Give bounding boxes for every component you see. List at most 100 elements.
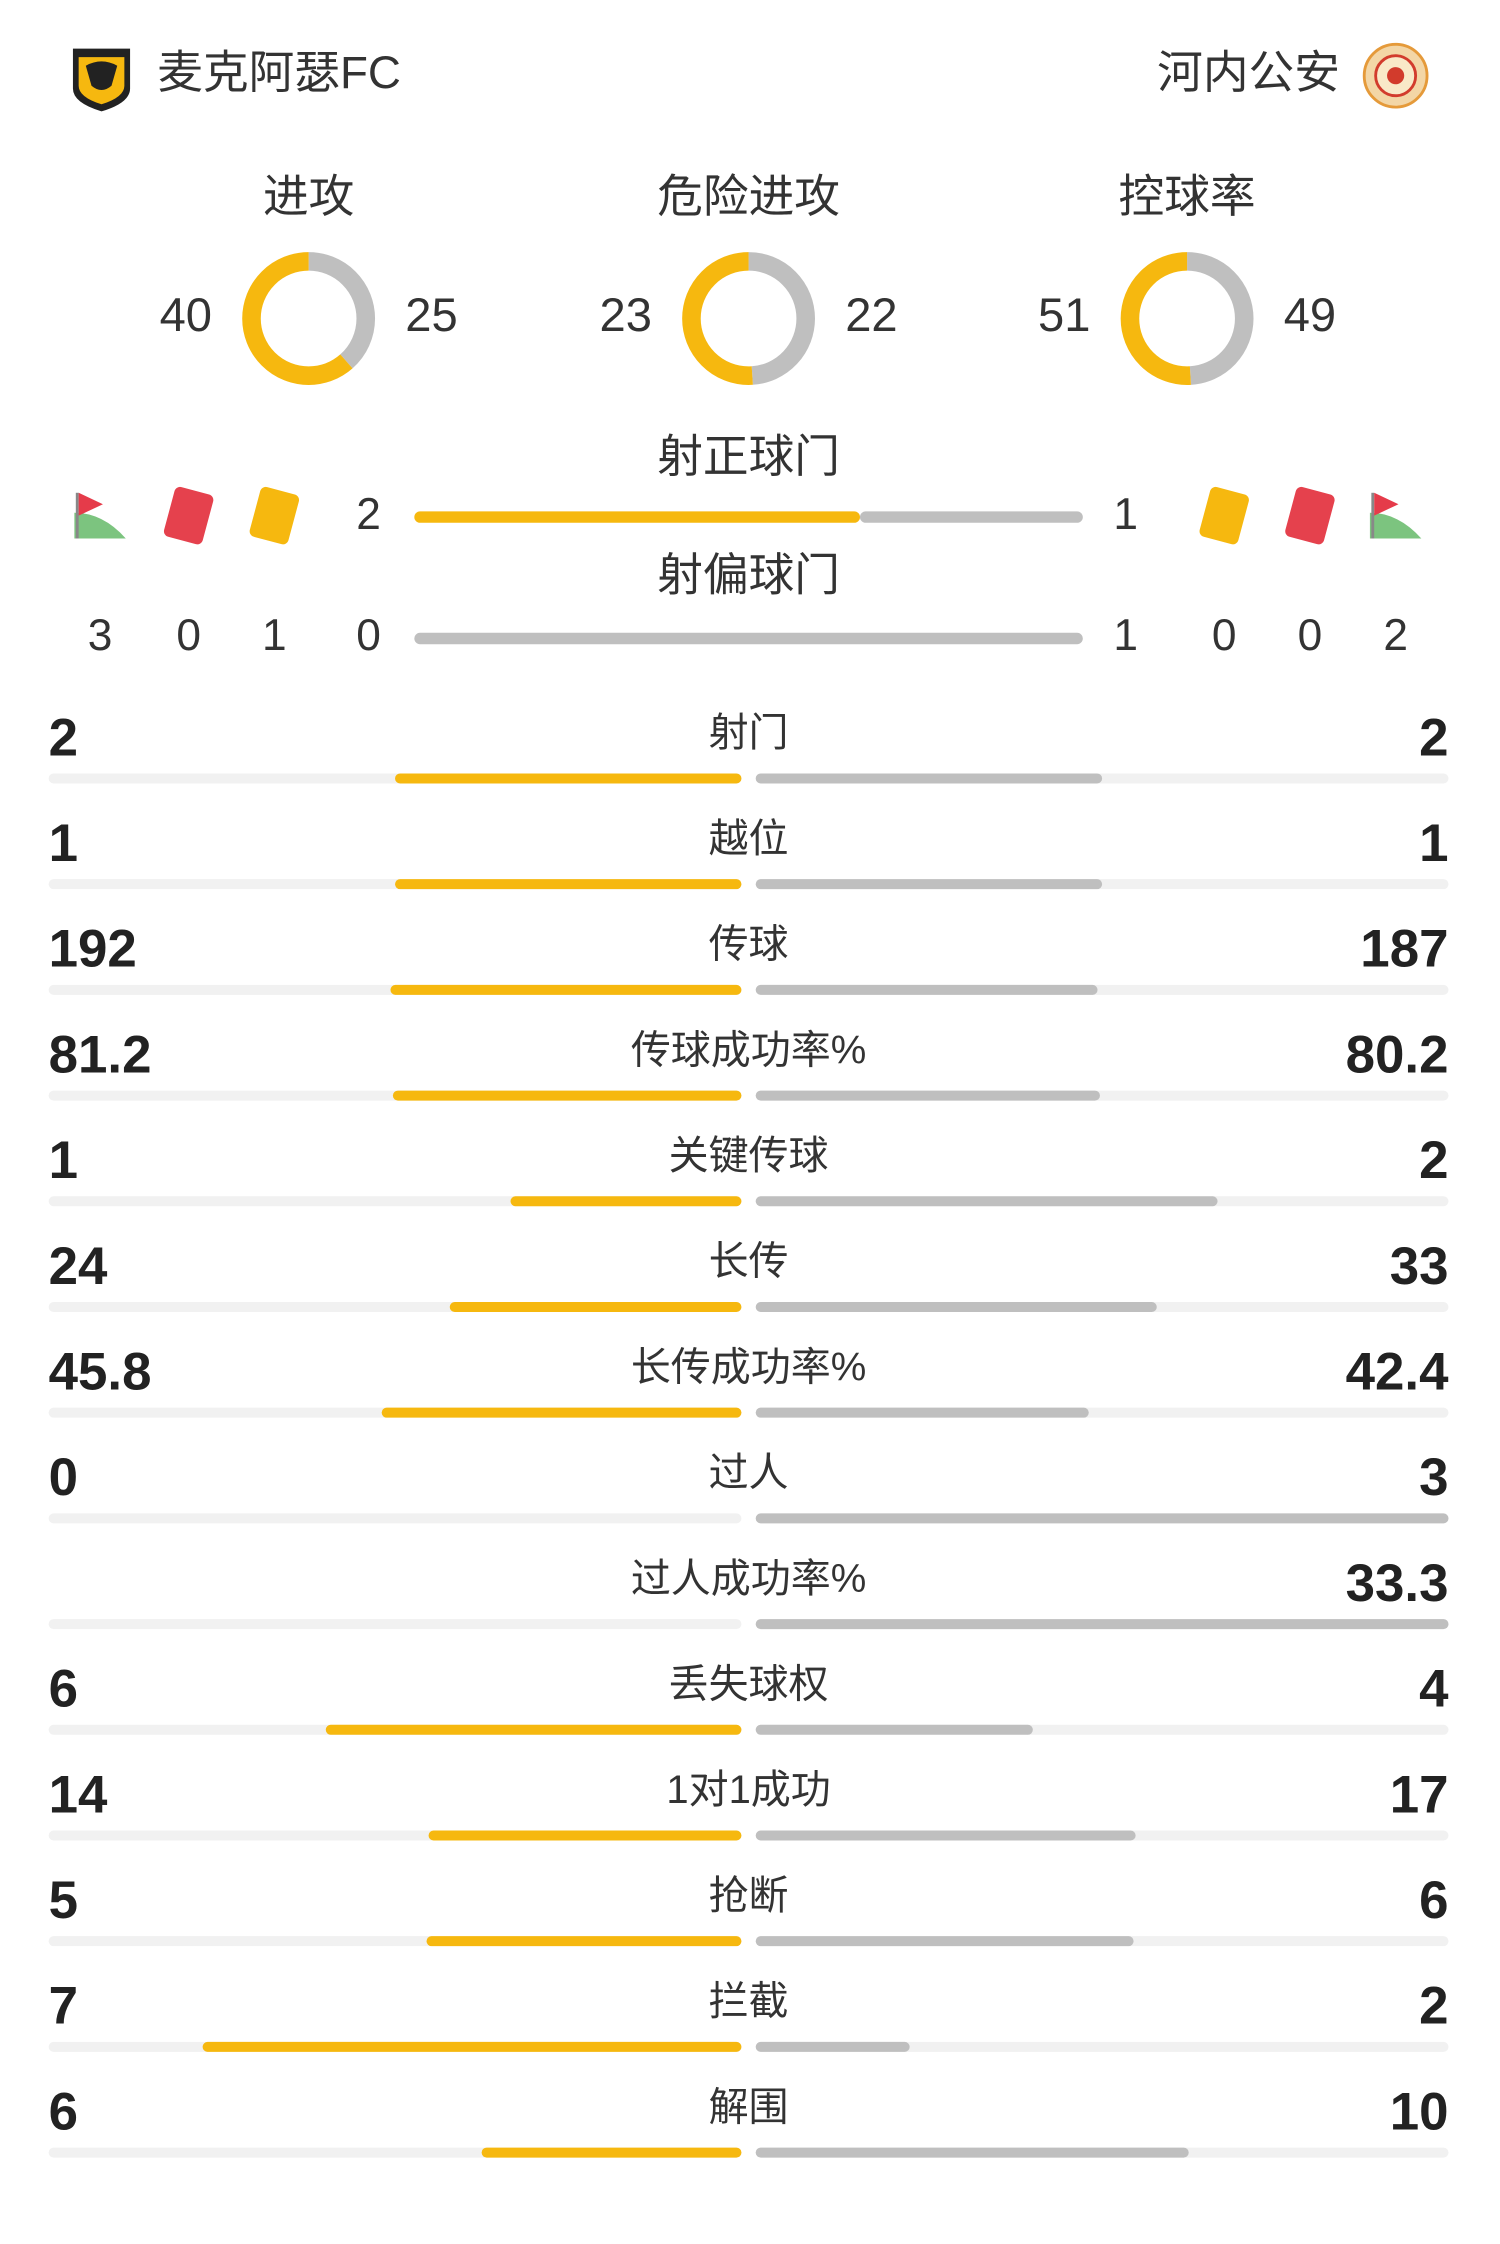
home-value: 0 [49,1448,78,1507]
stat-label: 长传 [709,1240,789,1284]
shot-title: 射正球门 [657,431,840,482]
stat-label: 传球 [709,923,789,967]
away-bar [755,773,1103,784]
away-bar [755,1619,1449,1630]
stat-label: 丢失球权 [669,1662,829,1706]
away-bar [755,984,1098,995]
away-value: 2 [1419,1977,1448,2036]
home-bar [395,773,742,784]
home-value: 7 [49,1977,78,2036]
home-bar [392,1090,742,1101]
home-value: 6 [49,1660,78,1719]
away-value: 33 [1390,1237,1449,1296]
away-value: 33.3 [1346,1554,1449,1613]
home-bar [481,2147,742,2158]
away-bar [755,1196,1218,1207]
away-value: 42.4 [1346,1342,1449,1401]
home-red: 0 [176,611,201,660]
away-corners: 2 [1383,611,1408,660]
away-value: 17 [1390,1765,1449,1824]
home-corners: 3 [88,611,113,660]
home-value: 51 [1038,288,1090,341]
home-bar [395,879,742,890]
home-value: 40 [160,288,212,341]
home-value: 2 [49,708,78,767]
away-value: 2 [1419,708,1448,767]
away-bar [755,2041,910,2052]
away-yellow: 0 [1212,611,1237,660]
donut-title: 进攻 [263,171,354,222]
home-bar [381,1407,742,1418]
home-value: 5 [49,1871,78,1930]
away-bar [755,1090,1100,1101]
away-bar [755,1936,1134,1947]
away-bar [755,1407,1089,1418]
home-arc [242,252,376,385]
home-bar [202,2041,742,2052]
away-logo [1362,42,1429,109]
corner-field [74,512,126,539]
home-value: 24 [49,1237,108,1296]
stat-label: 射门 [709,711,789,755]
home-bar [325,1724,742,1735]
card-icon [1199,486,1249,545]
home-bar [449,1301,742,1312]
home-arc [1120,252,1254,385]
away-bar [859,511,1083,523]
away-value: 1 [1113,611,1138,660]
away-value: 187 [1360,920,1448,979]
stat-label: 解围 [709,2085,789,2129]
card-icon [249,486,300,545]
home-value: 1 [49,1131,78,1190]
stat-label: 1对1成功 [666,1768,830,1812]
home-arc [682,252,815,385]
away-value: 3 [1419,1448,1448,1507]
home-value: 81.2 [49,1025,152,1084]
home-bar [414,511,860,523]
card-icon [1285,486,1335,545]
away-value: 2 [1419,1131,1448,1190]
stat-label: 关键传球 [669,1134,829,1178]
home-yellow: 1 [262,611,287,660]
home-value: 0 [356,611,381,660]
stat-label: 过人成功率% [631,1557,866,1601]
away-value: 1 [1113,490,1138,539]
corner-icon [74,492,126,539]
shot-title: 射偏球门 [657,550,840,601]
home-bar [426,1936,742,1947]
away-bar [755,1301,1157,1312]
corner-icon [1369,492,1422,539]
donut-title: 危险进攻 [657,171,840,222]
home-team: 麦克阿瑟FC [157,47,401,98]
home-value: 1 [49,814,78,873]
away-value: 10 [1390,2082,1449,2141]
stat-label: 过人 [709,1451,789,1495]
away-bar [755,1724,1033,1735]
stat-label: 长传成功率% [631,1345,866,1389]
corner-field [1369,512,1422,539]
away-value: 4 [1419,1660,1449,1719]
away-value: 1 [1419,814,1448,873]
away-value: 49 [1284,288,1336,341]
stat-label: 越位 [709,817,789,861]
home-value: 6 [49,2082,78,2141]
away-value: 22 [845,288,897,341]
away-bar [755,1513,1449,1524]
away-value: 6 [1419,1871,1448,1930]
away-bar [755,879,1103,890]
corner-flag [1374,492,1399,516]
home-bar [428,1830,742,1841]
away-value: 25 [405,288,457,341]
away-bar [755,2147,1189,2158]
home-value: 45.8 [49,1342,152,1401]
home-value: 2 [356,490,381,539]
track [48,1619,742,1630]
home-value: 192 [49,920,137,979]
track [48,1513,742,1524]
corner-flag [78,492,103,516]
home-value: 14 [49,1765,108,1824]
stat-label: 拦截 [709,1980,789,2024]
home-bar [390,984,742,995]
track [755,2041,1449,2052]
